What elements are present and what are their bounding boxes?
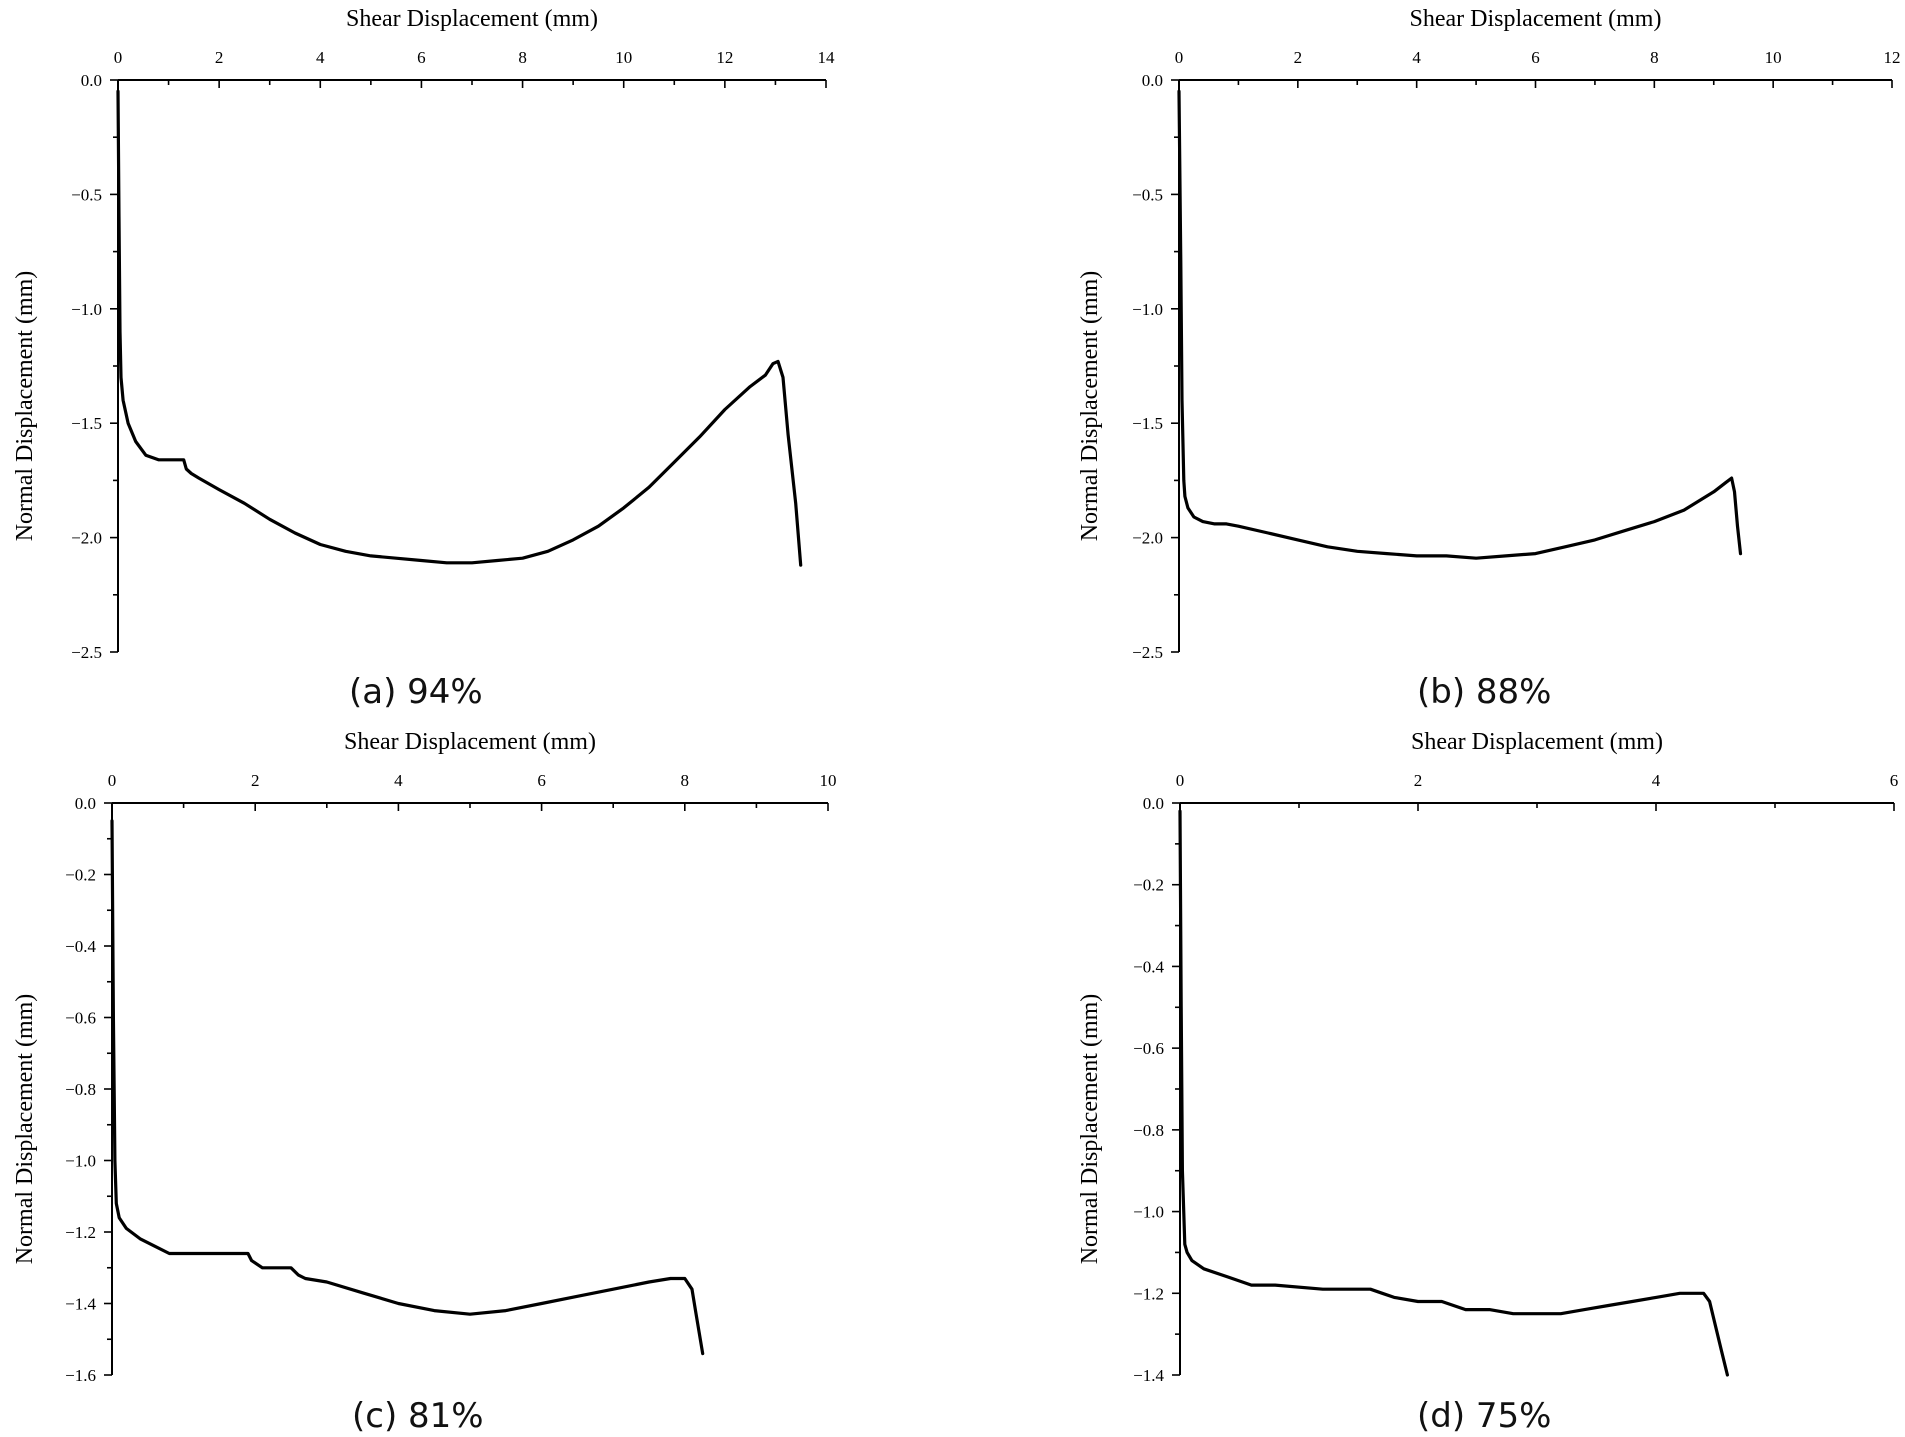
data-series-line [110,819,705,1356]
y-axis-title: Normal Displacement (mm) [12,994,38,1265]
x-axis-title: Shear Displacement (mm) [1411,729,1663,755]
x-tick-label: 2 [1294,48,1303,67]
x-tick-label: 12 [716,48,733,67]
chart-c-svg: 0 2 4 6 8 10 0.0 −0.2 −0.4 −0.6 −0.8 −1.0 −1.2 −1.4 −1… [12,729,837,1385]
x-axis-title: Shear Displacement (mm) [344,729,596,755]
x-tick-label: 10 [615,48,632,67]
y-tick-label: 0.0 [1143,794,1164,813]
x-axis-title: Shear Displacement (mm) [1410,6,1662,32]
x-tick-label: 8 [681,771,690,790]
chart-b-svg: 0 2 4 6 8 10 12 0.0 −0.5 −1.0 −1.5 −2.0 −2.5 Shear Di… [1077,6,1901,662]
y-tick-label: −1.4 [1133,1366,1164,1385]
chart-a-caption: (a) 94% [349,672,483,712]
y-tick-label: 0.0 [1142,71,1163,90]
data-series-line [1178,809,1730,1377]
y-tick-label: −1.0 [1133,1203,1164,1222]
chart-a-svg: 0 2 4 6 8 10 12 14 0.0 −0.5 −1.0 −1.5 −2.0 −2.5 Shear … [12,6,836,662]
y-tick-label: −0.8 [1133,1121,1164,1140]
chart-b-caption: (b) 88% [1417,672,1552,712]
y-tick-label: −0.6 [1133,1039,1164,1058]
y-tick-label: −0.2 [65,866,96,885]
y-tick-label: −1.4 [65,1295,96,1314]
x-tick-label: 10 [820,771,837,790]
y-tick-label: −1.5 [71,414,102,433]
chart-panel-d: 0 2 4 6 0.0 −0.2 −0.4 −0.6 −0.8 −1.0 −1.2 −1.4 Shear… [1065,723,1905,1437]
x-tick-label: 4 [1652,771,1661,790]
y-axis-title: Normal Displacement (mm) [1077,271,1103,542]
data-series-line [116,89,803,567]
chart-c-caption: (c) 81% [352,1396,484,1436]
y-tick-label: −1.0 [65,1152,96,1171]
x-tick-label: 6 [1890,771,1899,790]
y-tick-label: −1.6 [65,1366,96,1385]
x-tick-label: 6 [537,771,546,790]
x-tick-label: 4 [394,771,403,790]
x-tick-label: 2 [215,48,224,67]
x-tick-label: 0 [1176,771,1185,790]
chart-d-svg: 0 2 4 6 0.0 −0.2 −0.4 −0.6 −0.8 −1.0 −1.2 −1.4 Shear… [1077,729,1899,1385]
x-tick-label: 10 [1765,48,1782,67]
y-tick-label: −0.4 [65,937,96,956]
y-tick-label: −1.5 [1132,414,1163,433]
y-tick-label: −0.5 [1132,185,1163,204]
y-tick-label: −2.5 [71,643,102,662]
x-tick-label: 2 [1414,771,1423,790]
data-series-line [1177,89,1743,560]
x-tick-label: 2 [251,771,260,790]
y-tick-label: −0.4 [1133,957,1164,976]
x-tick-label: 0 [1175,48,1184,67]
chart-panel-b: 0 2 4 6 8 10 12 0.0 −0.5 −1.0 −1.5 −2.0 −2.5 Shear Di… [1065,0,1905,718]
y-tick-label: −0.6 [65,1009,96,1028]
y-tick-label: −1.0 [1132,300,1163,319]
x-tick-label: 4 [1412,48,1421,67]
y-tick-label: −0.2 [1133,876,1164,895]
chart-panel-a: 0 2 4 6 8 10 12 14 0.0 −0.5 −1.0 −1.5 −2.0 −2.5 Shear … [0,0,950,718]
y-tick-label: −1.0 [71,300,102,319]
x-tick-label: 0 [108,771,117,790]
y-tick-label: 0.0 [75,794,96,813]
x-tick-label: 12 [1884,48,1901,67]
x-tick-label: 14 [818,48,836,67]
y-tick-label: −0.5 [71,185,102,204]
x-tick-label: 6 [417,48,426,67]
y-tick-label: −2.0 [71,529,102,548]
x-tick-label: 4 [316,48,325,67]
x-axis-title: Shear Displacement (mm) [346,6,598,32]
y-tick-label: −2.0 [1132,529,1163,548]
y-tick-label: −1.2 [65,1223,96,1242]
chart-d-caption: (d) 75% [1417,1396,1552,1436]
y-tick-label: −0.8 [65,1080,96,1099]
y-tick-label: −1.2 [1133,1284,1164,1303]
x-tick-label: 6 [1531,48,1540,67]
x-tick-label: 8 [518,48,527,67]
y-tick-label: −2.5 [1132,643,1163,662]
y-axis-title: Normal Displacement (mm) [1077,994,1103,1265]
y-axis-title: Normal Displacement (mm) [12,271,38,542]
x-tick-label: 0 [114,48,123,67]
chart-panel-c: 0 2 4 6 8 10 0.0 −0.2 −0.4 −0.6 −0.8 −1.0 −1.2 −1.4 −1… [0,723,950,1437]
y-tick-label: 0.0 [81,71,102,90]
x-tick-label: 8 [1650,48,1659,67]
